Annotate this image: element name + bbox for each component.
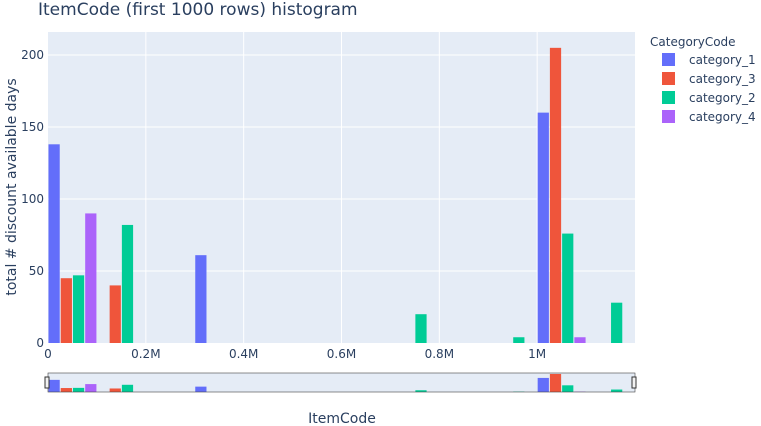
range-slider-background [48, 373, 635, 392]
bar-category_3[interactable] [109, 285, 121, 343]
legend-title: CategoryCode [650, 35, 736, 49]
range-slider-bar-category_2 [72, 387, 85, 392]
bars-group[interactable] [48, 47, 623, 344]
range-slider-bar-category_3 [109, 388, 121, 392]
y-tick-label: 50 [29, 264, 44, 278]
x-tick-label: 0 [44, 347, 52, 361]
bar-category_1[interactable] [195, 255, 207, 343]
x-axis-title: ItemCode [308, 411, 376, 426]
x-tick-label: 0.4M [229, 347, 258, 361]
x-gridlines [145, 32, 538, 343]
range-slider-bar-category_1 [48, 379, 60, 392]
bar-category_2[interactable] [562, 233, 574, 343]
range-slider-bar-category_3 [549, 373, 562, 392]
y-tick-label: 150 [21, 120, 44, 134]
legend-swatch-category_2[interactable] [662, 91, 675, 104]
range-slider-bar-category_1 [537, 377, 549, 392]
bar-category_3[interactable] [549, 47, 562, 344]
bar-category_3[interactable] [60, 278, 72, 343]
legend[interactable]: CategoryCode category_1 category_3categor… [650, 35, 756, 124]
legend-label-category_2[interactable]: category_2 [689, 91, 756, 105]
range-slider-left-handle[interactable] [44, 376, 50, 389]
bar-category_2[interactable] [513, 337, 525, 343]
y-tick-label: 100 [21, 192, 44, 206]
x-tick-labels: 0 0.2M 0.4M 0.6M 0.8M 1M [44, 347, 546, 361]
y-axis-title: total # discount available days [4, 78, 20, 295]
bar-category_4[interactable] [574, 337, 586, 343]
legend-label-category_4[interactable]: category_4 [689, 110, 756, 124]
range-slider-bar-category_2 [121, 384, 134, 392]
range-slider[interactable] [44, 372, 637, 393]
bar-category_2[interactable] [611, 302, 623, 343]
range-slider-bar-category_4 [85, 384, 97, 392]
bar-category_1[interactable] [48, 144, 60, 343]
range-slider-bar-category_1 [195, 386, 207, 392]
legend-label-category_1[interactable]: category_1 [689, 53, 756, 67]
bar-category_2[interactable] [415, 314, 427, 343]
x-tick-label: 0.8M [425, 347, 454, 361]
bar-category_4[interactable] [85, 213, 97, 343]
legend-label-category_3[interactable]: category_3 [689, 72, 756, 86]
x-tick-label: 0.2M [131, 347, 160, 361]
y-tick-label: 200 [21, 48, 44, 62]
bar-category_2[interactable] [72, 275, 85, 343]
range-slider-bar-category_2 [562, 385, 574, 392]
legend-swatch-category_3[interactable] [662, 72, 675, 85]
range-slider-bar-category_2 [415, 390, 427, 392]
range-slider-bar-category_2 [611, 389, 623, 392]
range-slider-right-handle[interactable] [631, 376, 637, 389]
x-tick-label: 1M [528, 347, 546, 361]
bar-category_2[interactable] [121, 224, 134, 343]
bar-category_1[interactable] [537, 112, 549, 343]
y-tick-labels: 0 50 100 150 200 [21, 48, 44, 350]
legend-swatch-category_4[interactable] [662, 110, 675, 123]
x-tick-label: 0.6M [327, 347, 356, 361]
chart-title: ItemCode (first 1000 rows) histogram [38, 0, 358, 20]
range-slider-bar-category_3 [60, 388, 72, 392]
legend-swatch-category_1[interactable] [662, 53, 675, 66]
y-tick-label: 0 [36, 336, 44, 350]
